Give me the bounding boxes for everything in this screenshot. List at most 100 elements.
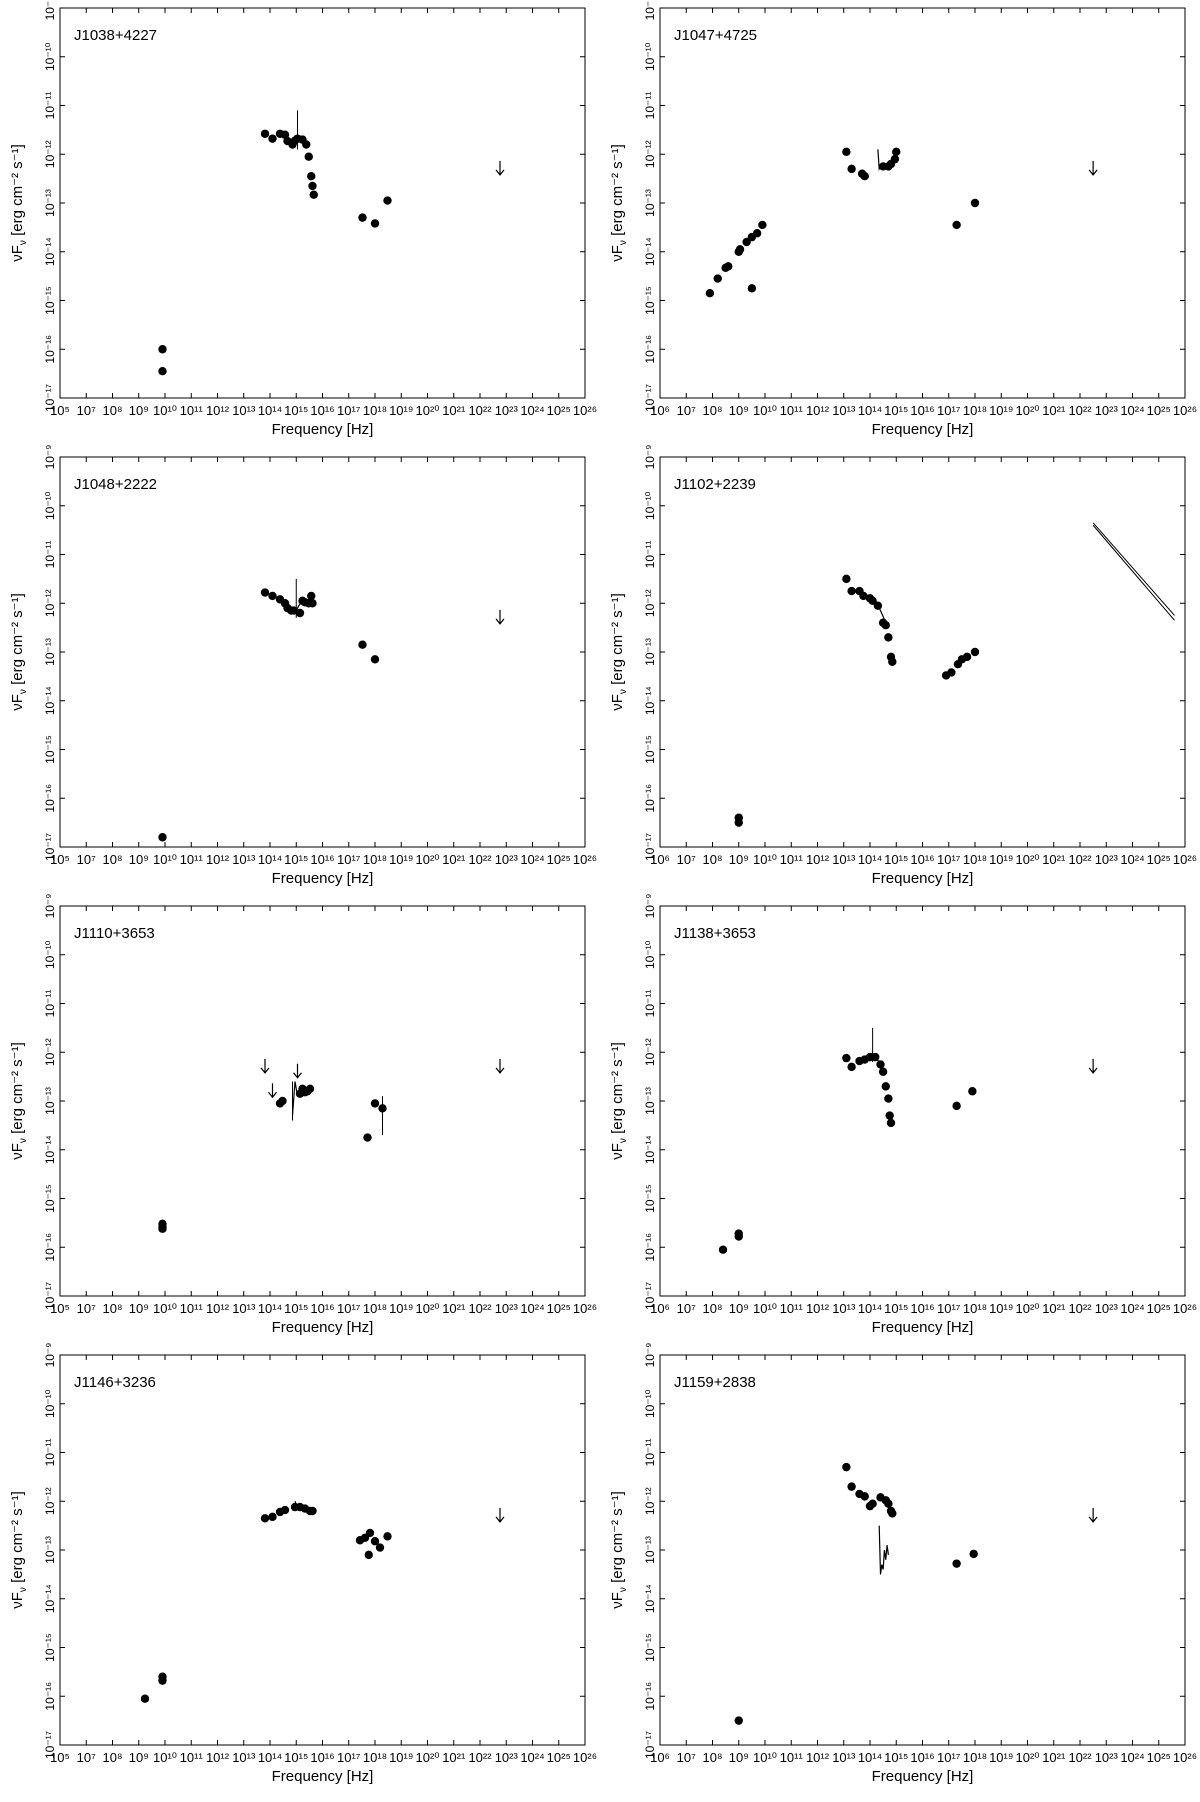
y-tick-label: 10⁻¹² bbox=[43, 1487, 57, 1515]
data-point bbox=[885, 1111, 894, 1120]
panel-title: J1138+3653 bbox=[674, 925, 756, 942]
x-tick-label: 10¹⁸ bbox=[963, 1301, 987, 1316]
upper-limit-arrow bbox=[495, 160, 505, 176]
y-axis-label-unit: [erg cm⁻² s⁻¹] bbox=[9, 593, 26, 689]
x-tick-label: 10⁸ bbox=[703, 852, 723, 867]
x-tick-label: 10²² bbox=[1068, 1301, 1092, 1316]
x-tick-label: 10¹⁹ bbox=[989, 1301, 1013, 1316]
data-point bbox=[383, 1532, 392, 1541]
y-axis-label: νFν [erg cm⁻² s⁻¹] bbox=[9, 144, 29, 262]
y-tick-label: 10⁻¹⁴ bbox=[43, 686, 57, 715]
y-tick-label: 10⁻¹⁶ bbox=[43, 1682, 57, 1711]
y-axis-label-sub: ν bbox=[618, 689, 629, 694]
x-tick-label: 10²⁴ bbox=[1120, 1301, 1144, 1316]
data-point bbox=[358, 640, 367, 649]
data-point bbox=[383, 196, 392, 205]
x-tick-label: 10¹⁵ bbox=[884, 1750, 908, 1765]
data-point bbox=[860, 1492, 869, 1501]
x-tick-label: 10¹⁷ bbox=[337, 1750, 361, 1765]
y-axis-label: νFν [erg cm⁻² s⁻¹] bbox=[9, 1491, 29, 1609]
data-point bbox=[158, 1676, 167, 1685]
data-point bbox=[308, 599, 317, 608]
sed-panel: 10⁶ 10⁷ 10⁸ 10⁹ 10¹⁰ 10¹¹ 10¹² 10¹³ 10¹⁴ 10¹⁵ 10¹⁶… bbox=[609, 0, 1197, 438]
y-tick-label: 10⁻¹⁷ bbox=[643, 833, 657, 861]
y-tick-label: 10⁻¹⁷ bbox=[643, 1282, 657, 1310]
y-axis-label: νFν [erg cm⁻² s⁻¹] bbox=[9, 593, 29, 711]
data-point bbox=[370, 219, 380, 228]
x-tick-label: 10²⁰ bbox=[415, 403, 439, 418]
x-tick-label: 10⁶ bbox=[650, 852, 670, 867]
x-tick-label: 10⁶ bbox=[650, 1301, 670, 1316]
x-tick-label: 10⁸ bbox=[103, 403, 123, 418]
data-point bbox=[268, 1512, 277, 1522]
x-tick-label: 10⁹ bbox=[729, 852, 749, 867]
y-axis-label-unit: [erg cm⁻² s⁻¹] bbox=[609, 1042, 626, 1138]
data-point bbox=[268, 591, 277, 601]
y-tick-label: 10⁻¹⁷ bbox=[43, 1282, 57, 1310]
data-point bbox=[278, 1096, 287, 1106]
x-tick-label: 10²³ bbox=[495, 1301, 519, 1316]
y-axis-label: νFν [erg cm⁻² s⁻¹] bbox=[609, 593, 629, 711]
x-tick-label: 10⁷ bbox=[677, 403, 696, 418]
data-point bbox=[847, 164, 856, 174]
sed-panel: 10⁵ 10⁷ 10⁸ 10⁹ 10¹⁰ 10¹¹ 10¹² 10¹³ 10¹⁴ 10¹⁵ 10¹⁶… bbox=[9, 1343, 597, 1785]
x-tick-label: 10¹¹ bbox=[780, 403, 804, 418]
x-tick-label: 10²¹ bbox=[1042, 1301, 1066, 1316]
y-axis-label-sub: ν bbox=[618, 240, 629, 245]
data-point bbox=[375, 1543, 385, 1552]
y-tick-label: 10⁻¹¹ bbox=[643, 92, 657, 120]
data-point bbox=[308, 181, 317, 191]
sed-panel: 10⁵ 10⁷ 10⁸ 10⁹ 10¹⁰ 10¹¹ 10¹² 10¹³ 10¹⁴ 10¹⁵ 10¹⁶… bbox=[9, 445, 597, 887]
x-tick-label: 10¹³ bbox=[832, 852, 856, 867]
data-point bbox=[158, 833, 167, 842]
x-tick-label: 10²⁴ bbox=[520, 403, 544, 418]
x-tick-label: 10¹⁵ bbox=[884, 1301, 908, 1316]
y-tick-label: 10⁻¹² bbox=[43, 1038, 57, 1066]
data-point bbox=[734, 818, 743, 827]
data-point bbox=[969, 1549, 978, 1559]
data-point bbox=[758, 220, 767, 230]
y-axis-label: νFν [erg cm⁻² s⁻¹] bbox=[609, 1491, 629, 1609]
x-tick-label: 10¹⁶ bbox=[910, 1750, 934, 1765]
plot-frame bbox=[59, 905, 586, 1297]
data-point bbox=[947, 668, 956, 677]
x-tick-label: 10⁹ bbox=[729, 403, 749, 418]
x-tick-label: 10¹¹ bbox=[780, 852, 804, 867]
y-tick-label: 10⁻¹⁴ bbox=[43, 1135, 57, 1164]
y-axis-label-sub: ν bbox=[618, 1587, 629, 1592]
x-tick-label: 10¹⁸ bbox=[363, 1301, 387, 1316]
x-tick-label: 10²¹ bbox=[1042, 852, 1066, 867]
x-tick-label: 10²² bbox=[1068, 852, 1092, 867]
x-tick-label: 10⁷ bbox=[77, 1750, 96, 1765]
data-point bbox=[308, 1506, 317, 1516]
data-point bbox=[847, 1062, 856, 1072]
data-point bbox=[158, 345, 167, 354]
x-tick-label: 10²³ bbox=[495, 403, 519, 418]
x-axis-label: Frequency [Hz] bbox=[872, 870, 974, 887]
sed-panel: 10⁶ 10⁷ 10⁸ 10⁹ 10¹⁰ 10¹¹ 10¹² 10¹³ 10¹⁴ 10¹⁵ 10¹⁶… bbox=[609, 894, 1197, 1336]
x-tick-label: 10²⁵ bbox=[547, 1750, 571, 1765]
x-tick-label: 10¹⁵ bbox=[284, 403, 308, 418]
x-tick-label: 10²² bbox=[468, 1301, 492, 1316]
y-axis-label-main: νF bbox=[609, 1143, 626, 1160]
y-tick-label: 10⁻¹⁰ bbox=[643, 940, 657, 969]
x-tick-label: 10¹¹ bbox=[180, 1301, 204, 1316]
x-tick-label: 10⁸ bbox=[103, 1301, 123, 1316]
data-point bbox=[280, 130, 290, 139]
x-tick-label: 10²⁶ bbox=[1173, 403, 1197, 418]
x-tick-label: 10¹¹ bbox=[180, 403, 204, 418]
x-tick-label: 10⁵ bbox=[50, 852, 70, 867]
x-tick-label: 10¹² bbox=[806, 852, 830, 867]
data-point bbox=[735, 245, 745, 254]
x-tick-label: 10²⁰ bbox=[415, 1750, 439, 1765]
data-point bbox=[363, 1133, 372, 1142]
x-tick-label: 10²⁵ bbox=[1147, 1750, 1171, 1765]
y-tick-label: 10⁻¹² bbox=[643, 589, 657, 617]
x-tick-label: 10⁷ bbox=[77, 1301, 96, 1316]
plot-frame bbox=[659, 7, 1186, 399]
upper-limit-arrow bbox=[293, 1063, 302, 1079]
x-tick-label: 10⁸ bbox=[103, 1750, 123, 1765]
data-point bbox=[952, 220, 961, 230]
y-tick-label: 10⁻¹¹ bbox=[43, 1439, 57, 1467]
x-tick-label: 10²⁰ bbox=[1015, 852, 1039, 867]
